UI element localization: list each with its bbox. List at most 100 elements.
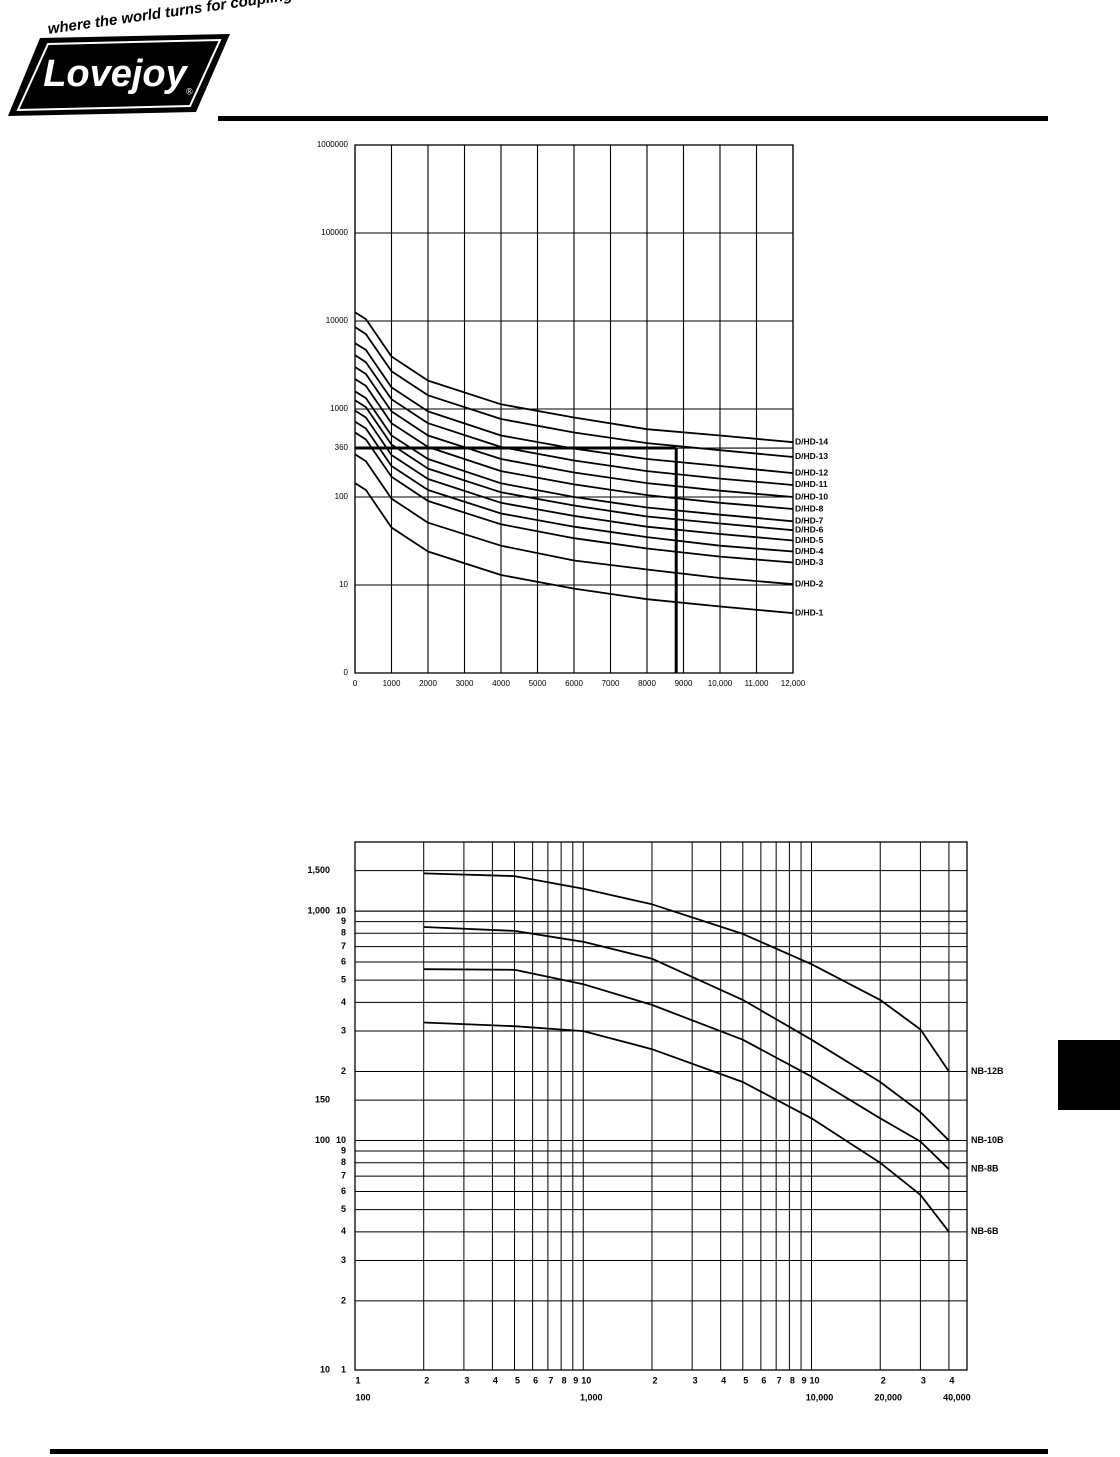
- y-tick-label: 6: [341, 956, 346, 966]
- y-tick-label: 0: [344, 668, 349, 677]
- x-tick-label: 2000: [419, 679, 437, 688]
- series-label: D/HD-8: [795, 503, 824, 513]
- x-tick-label: 9: [802, 1375, 807, 1385]
- y-tick-label: 3: [341, 1255, 346, 1265]
- y-tick-label: 10: [336, 905, 346, 915]
- series-line: [354, 366, 794, 498]
- x-tick-label: 6000: [565, 679, 583, 688]
- y-tick-label: 5: [341, 975, 346, 985]
- series-line: [354, 482, 794, 614]
- x-tick-label: 5000: [529, 679, 547, 688]
- tagline: where the world turns for couplings: [47, 0, 302, 38]
- x-tick-label-major: 100: [355, 1392, 370, 1402]
- top-rule: [218, 116, 1048, 121]
- x-tick-label: 4: [721, 1375, 726, 1385]
- y-tick-label: 9: [341, 916, 346, 926]
- y-tick-label: 10000: [326, 316, 349, 325]
- series-line: [354, 342, 794, 474]
- x-tick-label: 2: [424, 1375, 429, 1385]
- x-tick-label: 7: [548, 1375, 553, 1385]
- x-tick-label: 7: [777, 1375, 782, 1385]
- series-label: NB-10B: [971, 1135, 1004, 1145]
- series-line: [354, 409, 794, 542]
- series-line: [354, 390, 794, 523]
- series-label: NB-12B: [971, 1066, 1004, 1076]
- x-tick-label: 8: [790, 1375, 795, 1385]
- x-tick-label: 7000: [602, 679, 620, 688]
- y-tick-label: 1: [341, 1364, 346, 1374]
- series-line: [423, 872, 950, 1073]
- series-label: D/HD-5: [795, 535, 824, 545]
- x-tick-label-major: 10,000: [806, 1392, 834, 1402]
- series-line: [423, 1021, 950, 1233]
- x-tick-label: 3: [921, 1375, 926, 1385]
- y-tick-label: 8: [341, 1157, 346, 1167]
- series-line: [354, 453, 794, 586]
- y-tick-label-major: 1,500: [307, 865, 330, 875]
- y-tick-label: 10: [336, 1135, 346, 1145]
- y-tick-label: 7: [341, 941, 346, 951]
- y-tick-label: 2: [341, 1066, 346, 1076]
- series-label: D/HD-12: [795, 467, 828, 477]
- y-tick-label: 7: [341, 1170, 346, 1180]
- series-label: NB-8B: [971, 1164, 999, 1174]
- series-label: D/HD-2: [795, 578, 824, 588]
- x-tick-label: 5: [515, 1375, 520, 1385]
- y-tick-label: 4: [341, 997, 346, 1007]
- y-tick-label: 4: [341, 1226, 346, 1236]
- series-line: [354, 431, 794, 564]
- y-tick-label-major: 1,000: [307, 905, 330, 915]
- bottom-rule: [50, 1449, 1048, 1454]
- logo-badge-outline: [16, 38, 222, 112]
- series-label: D/HD-10: [795, 491, 828, 501]
- y-tick-label: 8: [341, 928, 346, 938]
- x-tick-label-major: 1,000: [580, 1392, 603, 1402]
- x-tick-label: 9: [573, 1375, 578, 1385]
- series-line: [423, 926, 950, 1142]
- x-tick-label: 10: [809, 1375, 819, 1385]
- x-tick-label: 2: [652, 1375, 657, 1385]
- x-tick-label: 4: [949, 1375, 954, 1385]
- series-label: D/HD-3: [795, 557, 824, 567]
- series-label: D/HD-6: [795, 524, 824, 534]
- x-tick-label: 6: [761, 1375, 766, 1385]
- x-tick-label: 8000: [638, 679, 656, 688]
- plot-frame: [354, 144, 794, 674]
- plot-frame: [354, 841, 968, 1371]
- y-tick-label: 5: [341, 1204, 346, 1214]
- x-tick-label: 1000: [383, 679, 401, 688]
- y-tick-label: 1000000: [317, 140, 349, 149]
- x-tick-label: 1: [355, 1375, 360, 1385]
- x-tick-label: 4000: [492, 679, 510, 688]
- y-tick-label: 100000: [321, 228, 348, 237]
- x-tick-label: 3000: [456, 679, 474, 688]
- series-line: [354, 311, 794, 444]
- x-tick-label: 8: [562, 1375, 567, 1385]
- y-tick-label: 360: [335, 443, 349, 452]
- series-label: D/HD-7: [795, 516, 824, 526]
- y-tick-label-major: 100: [315, 1135, 330, 1145]
- y-tick-label: 6: [341, 1186, 346, 1196]
- series-label: D/HD-11: [795, 479, 828, 489]
- x-tick-label: 10,000: [708, 679, 733, 688]
- series-line: [354, 378, 794, 510]
- y-tick-label: 1000: [330, 404, 348, 413]
- series-line: [423, 968, 950, 1170]
- x-tick-label: 10: [581, 1375, 591, 1385]
- series-line: [354, 354, 794, 486]
- x-tick-label: 3: [693, 1375, 698, 1385]
- x-tick-label: 5: [743, 1375, 748, 1385]
- x-tick-label: 12,000: [781, 679, 806, 688]
- series-label: D/HD-1: [795, 607, 824, 617]
- series-label: NB-6B: [971, 1226, 999, 1236]
- series-line: [354, 420, 794, 553]
- x-tick-label: 4: [493, 1375, 498, 1385]
- registered-mark: ®: [186, 86, 193, 96]
- chart: 0 10 100 360 1000 10000 100000 1000000 0 1000 2000…: [317, 140, 828, 688]
- brand: Lovejoy: [43, 53, 188, 95]
- x-tick-label: 0: [353, 679, 358, 688]
- y-tick-label: 2: [341, 1295, 346, 1305]
- x-tick-label-major: 20,000: [874, 1392, 902, 1402]
